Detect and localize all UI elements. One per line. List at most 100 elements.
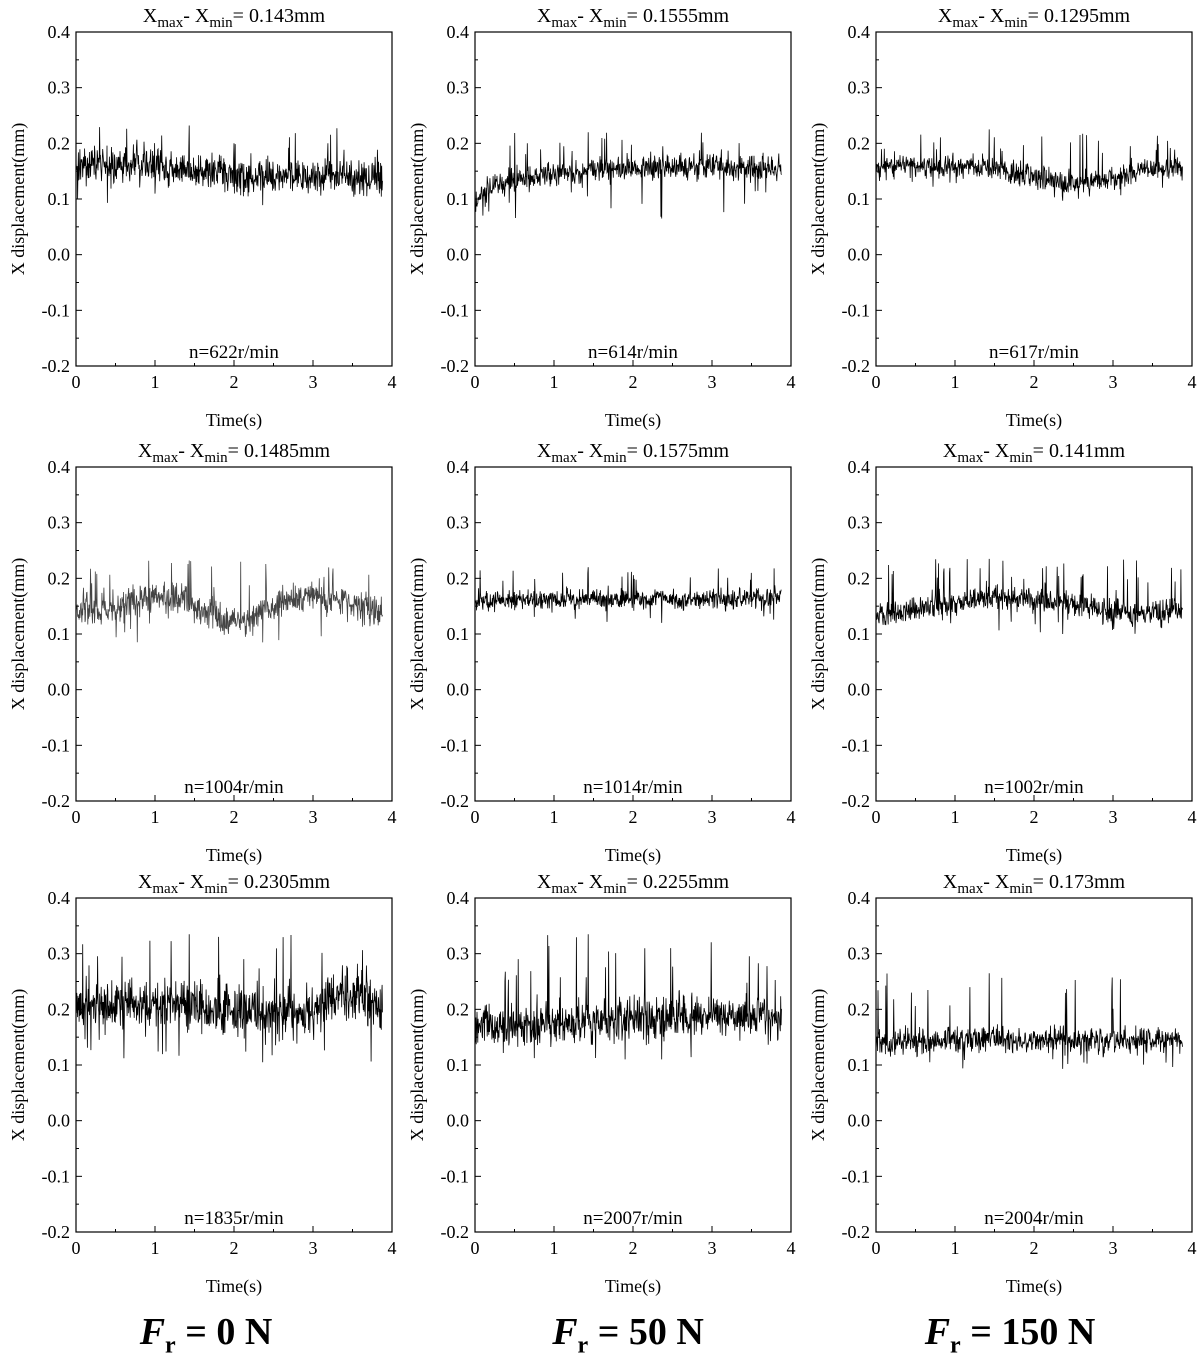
title-x: X — [143, 5, 158, 27]
column-label-0: Fr = 0 N — [106, 1310, 306, 1360]
title-eq: = — [627, 5, 643, 27]
title-sub-max: max — [551, 450, 577, 466]
title-dash: - — [978, 5, 990, 27]
x-tick-label: 1 — [951, 372, 960, 392]
y-tick-label: 0.1 — [848, 624, 871, 644]
column-label-value: = 50 N — [588, 1311, 704, 1353]
y-tick-label: -0.2 — [842, 1222, 871, 1242]
y-tick-label: 0.1 — [848, 1055, 871, 1075]
title-dash: - — [183, 5, 195, 27]
x-tick-label: 2 — [230, 807, 239, 827]
title-value: 0.141mm — [1049, 440, 1126, 462]
plot-frame — [875, 31, 1193, 367]
x-tick-label: 3 — [309, 807, 318, 827]
y-tick-label: 0.4 — [48, 22, 71, 42]
title-x: X — [537, 871, 552, 893]
title-sub-max: max — [957, 881, 983, 897]
title-value: 0.1485mm — [244, 440, 331, 462]
column-label-symbol: F — [552, 1311, 578, 1353]
y-axis-label: X displacement(mm) — [808, 558, 829, 710]
x-axis-label: Time(s) — [1006, 410, 1062, 431]
x-axis-label: Time(s) — [206, 1276, 262, 1297]
subplot-0: -0.2 -0.1 0.0 0.1 0.2 0.3 0.4 0 1 2 3 4 Time(s) X dis… — [8, 5, 397, 431]
series-line — [875, 558, 1183, 635]
subplot-title: Xmax- Xmin= 0.1575mm — [537, 440, 730, 466]
title-value: 0.2255mm — [643, 871, 730, 893]
subplot-8: -0.2 -0.1 0.0 0.1 0.2 0.3 0.4 0 1 2 3 4 Time(s) X dis… — [808, 871, 1197, 1297]
series-line — [875, 129, 1183, 201]
y-tick-label: -0.1 — [42, 300, 71, 320]
y-tick-label: -0.1 — [441, 300, 470, 320]
x-tick-label: 4 — [388, 807, 397, 827]
title-sub-max: max — [152, 450, 178, 466]
x-tick-label: 4 — [1188, 807, 1197, 827]
y-axis-label: X displacement(mm) — [8, 989, 29, 1141]
x-tick-label: 0 — [872, 372, 881, 392]
speed-annotation: n=1835r/min — [184, 1208, 284, 1229]
plot-frame — [75, 466, 393, 802]
y-tick-label: -0.2 — [842, 356, 871, 376]
column-label-symbol: F — [924, 1311, 951, 1353]
y-tick-label: 0.3 — [848, 78, 871, 98]
x-axis-label: Time(s) — [605, 410, 661, 431]
x-tick-label: 4 — [787, 1238, 796, 1258]
title-x: X — [995, 871, 1010, 893]
y-tick-label: -0.2 — [441, 356, 470, 376]
plot-frame — [474, 466, 792, 802]
subplot-6: -0.2 -0.1 0.0 0.1 0.2 0.3 0.4 0 1 2 3 4 Time(s) X dis… — [8, 871, 397, 1297]
x-axis-label: Time(s) — [605, 1276, 661, 1297]
y-axis-label: X displacement(mm) — [808, 989, 829, 1141]
y-tick-label: 0.2 — [48, 568, 71, 588]
y-tick-label: 0.1 — [48, 624, 71, 644]
title-x: X — [138, 871, 153, 893]
title-value: 0.173mm — [1049, 871, 1126, 893]
title-eq: = — [627, 440, 643, 462]
title-x: X — [938, 5, 953, 27]
series-line — [875, 973, 1183, 1069]
y-axis-label: X displacement(mm) — [407, 123, 428, 275]
column-label-subscript: r — [165, 1332, 176, 1359]
y-tick-label: 0.4 — [447, 22, 470, 42]
y-tick-label: -0.1 — [441, 1166, 470, 1186]
title-dash: - — [577, 5, 589, 27]
series-line — [75, 125, 383, 206]
series-line — [75, 934, 383, 1063]
y-tick-label: 0.1 — [447, 624, 470, 644]
x-tick-label: 1 — [151, 807, 160, 827]
x-axis-label: Time(s) — [206, 845, 262, 866]
title-sub-min: min — [1009, 450, 1033, 466]
y-tick-label: 0.0 — [848, 245, 871, 265]
column-label-subscript: r — [577, 1332, 589, 1359]
subplot-title: Xmax- Xmin= 0.2305mm — [138, 871, 331, 897]
column-label-1: Fr = 50 N — [528, 1310, 728, 1360]
column-label-2: Fr = 150 N — [910, 1310, 1110, 1360]
series-line — [474, 934, 782, 1060]
title-x: X — [138, 440, 153, 462]
x-tick-label: 4 — [787, 807, 796, 827]
series-line — [75, 560, 383, 643]
x-tick-label: 3 — [708, 372, 717, 392]
x-tick-label: 1 — [550, 1238, 559, 1258]
x-tick-label: 2 — [1030, 807, 1039, 827]
x-tick-label: 0 — [872, 1238, 881, 1258]
speed-annotation: n=2007r/min — [583, 1208, 683, 1229]
x-tick-label: 4 — [388, 1238, 397, 1258]
title-sub-min: min — [204, 450, 228, 466]
title-sub-max: max — [157, 15, 183, 31]
y-tick-label: 0.0 — [447, 1111, 470, 1131]
x-tick-label: 0 — [72, 372, 81, 392]
title-eq: = — [1033, 440, 1049, 462]
y-tick-label: 0.4 — [48, 888, 71, 908]
y-axis-label: X displacement(mm) — [8, 558, 29, 710]
title-sub-min: min — [1004, 15, 1028, 31]
title-sub-min: min — [204, 881, 228, 897]
title-dash: - — [577, 440, 589, 462]
title-x: X — [589, 440, 604, 462]
column-label-value: = 150 N — [960, 1311, 1096, 1353]
subplot-title: Xmax- Xmin= 0.1555mm — [537, 5, 730, 31]
x-axis-label: Time(s) — [206, 410, 262, 431]
y-tick-label: 0.3 — [447, 513, 470, 533]
subplot-4: -0.2 -0.1 0.0 0.1 0.2 0.3 0.4 0 1 2 3 4 Time(s) X dis… — [407, 440, 796, 866]
title-value: 0.143mm — [249, 5, 326, 27]
